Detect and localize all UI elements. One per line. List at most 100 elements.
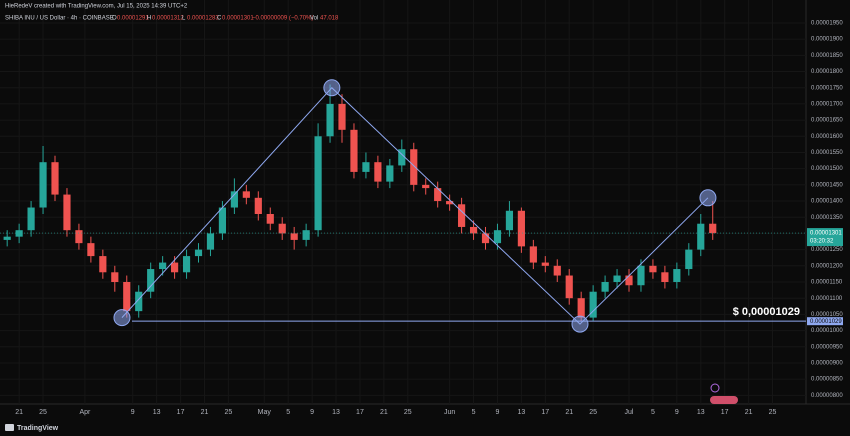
legend-text: SHIBA INU / US Dollar · 4h · COINBASE [5, 16, 114, 22]
last-price-badge [807, 228, 843, 247]
x-tick-label: 9 [496, 409, 500, 416]
x-tick-label: 13 [697, 409, 705, 416]
icon [710, 383, 720, 393]
candle-body [601, 282, 609, 292]
x-tick-label: 13 [153, 409, 161, 416]
pattern-line [121, 86, 709, 325]
candle-body [517, 210, 525, 247]
legend-text: C [217, 16, 222, 22]
candle-body [87, 243, 95, 257]
candle-body [637, 265, 645, 286]
candle-body [326, 103, 334, 137]
y-tick-label: 0.00001800 [811, 69, 843, 75]
candle-body [481, 233, 490, 244]
candle-body [39, 162, 47, 208]
legend-text: 0.00001312 [152, 16, 184, 22]
x-tick-label: Jun [444, 409, 455, 416]
footer-logo: TradingView [5, 424, 59, 432]
x-tick-label: 21 [15, 409, 23, 416]
candle-body [350, 129, 358, 172]
pattern-point [571, 315, 589, 333]
candle-body [254, 197, 262, 214]
candle-body [685, 249, 693, 270]
y-tick-label: 0.00001500 [811, 166, 843, 172]
candle-body [230, 191, 238, 208]
candle-body [469, 226, 478, 234]
y-tick-label: 0.00001650 [811, 118, 843, 124]
x-tick-label: 13 [517, 409, 525, 416]
support-annotation: $ 0,00001029 [733, 306, 800, 318]
x-tick-label: Jul [625, 409, 634, 416]
x-tick-label: 9 [131, 409, 135, 416]
candle-body [493, 230, 502, 244]
candle-body [3, 236, 11, 240]
y-tick-label: 0.00001600 [811, 134, 843, 140]
candle-body [541, 262, 549, 266]
y-tick-label: 0.00001550 [811, 150, 843, 156]
x-tick-label: 9 [310, 409, 314, 416]
credit: HieRedeV created with TradingView.com, J… [5, 4, 188, 10]
y-tick-label: 0.00001700 [811, 101, 843, 107]
x-tick-label: 25 [39, 409, 47, 416]
x-tick-label: May [258, 409, 272, 416]
x-tick-label: 21 [745, 409, 753, 416]
candle-body [206, 233, 215, 250]
candle-body [242, 191, 250, 198]
candle-body [159, 262, 167, 270]
x-tick-label: Apr [79, 409, 91, 416]
candle-body [218, 207, 227, 234]
legend-text: Vol [310, 16, 318, 22]
alert-icons [710, 383, 738, 404]
candle-body [123, 282, 131, 312]
logo-mark [5, 424, 14, 431]
candle-body [302, 230, 310, 240]
x-tick-label: 17 [356, 409, 364, 416]
candle-body [410, 149, 418, 185]
candle-body [649, 265, 657, 273]
x-tick-label: 21 [565, 409, 573, 416]
x-tick-label: 25 [404, 409, 412, 416]
candle-body [386, 165, 394, 182]
candle-body [661, 272, 669, 282]
legend-text: 47.018 [320, 16, 339, 22]
candle-body [63, 194, 71, 231]
x-tick-label: 21 [201, 409, 209, 416]
x-tick-label: 5 [472, 409, 476, 416]
candle-body [182, 256, 191, 273]
candle-body [290, 233, 298, 240]
support-label: 0.00001029 [810, 319, 842, 325]
y-tick-label: 0.00001100 [811, 296, 843, 302]
candle-body [458, 204, 466, 227]
candle-body [147, 269, 155, 292]
y-tick-label: 0.00001200 [811, 263, 843, 269]
plot [3, 84, 717, 322]
y-tick-label: 0.00001750 [811, 85, 843, 91]
candle-body [589, 291, 597, 318]
pattern-point [113, 309, 131, 327]
pattern-point [323, 79, 341, 97]
y-tick-label: 0.00000950 [811, 344, 843, 350]
candle-body [434, 188, 442, 202]
legend-text: −0.00000009 (−0.70%) [252, 16, 313, 22]
x-tick-label: 17 [541, 409, 549, 416]
y-tick-label: 0.00001150 [811, 280, 843, 286]
legend-text: 0.00001301 [222, 16, 254, 22]
candle-body [75, 230, 83, 244]
y-tick-label: 0.00001850 [811, 53, 843, 59]
x-tick-label: 5 [286, 409, 290, 416]
x-tick-label: 9 [675, 409, 679, 416]
y-tick-label: 0.00001450 [811, 182, 843, 188]
overlay: 0.00001301 03:20:32 0.00001029 $ 0,00001029 [0, 79, 843, 333]
candle-body [278, 223, 286, 234]
candle-body [529, 246, 537, 263]
candle-body [625, 275, 633, 286]
grid: 0.00001950 0.00001900 0.00001850 0.00001800… [0, 0, 843, 416]
support-badge [807, 317, 843, 326]
candle-body [171, 262, 179, 273]
candle-body [673, 269, 681, 282]
candle-body [374, 162, 382, 182]
